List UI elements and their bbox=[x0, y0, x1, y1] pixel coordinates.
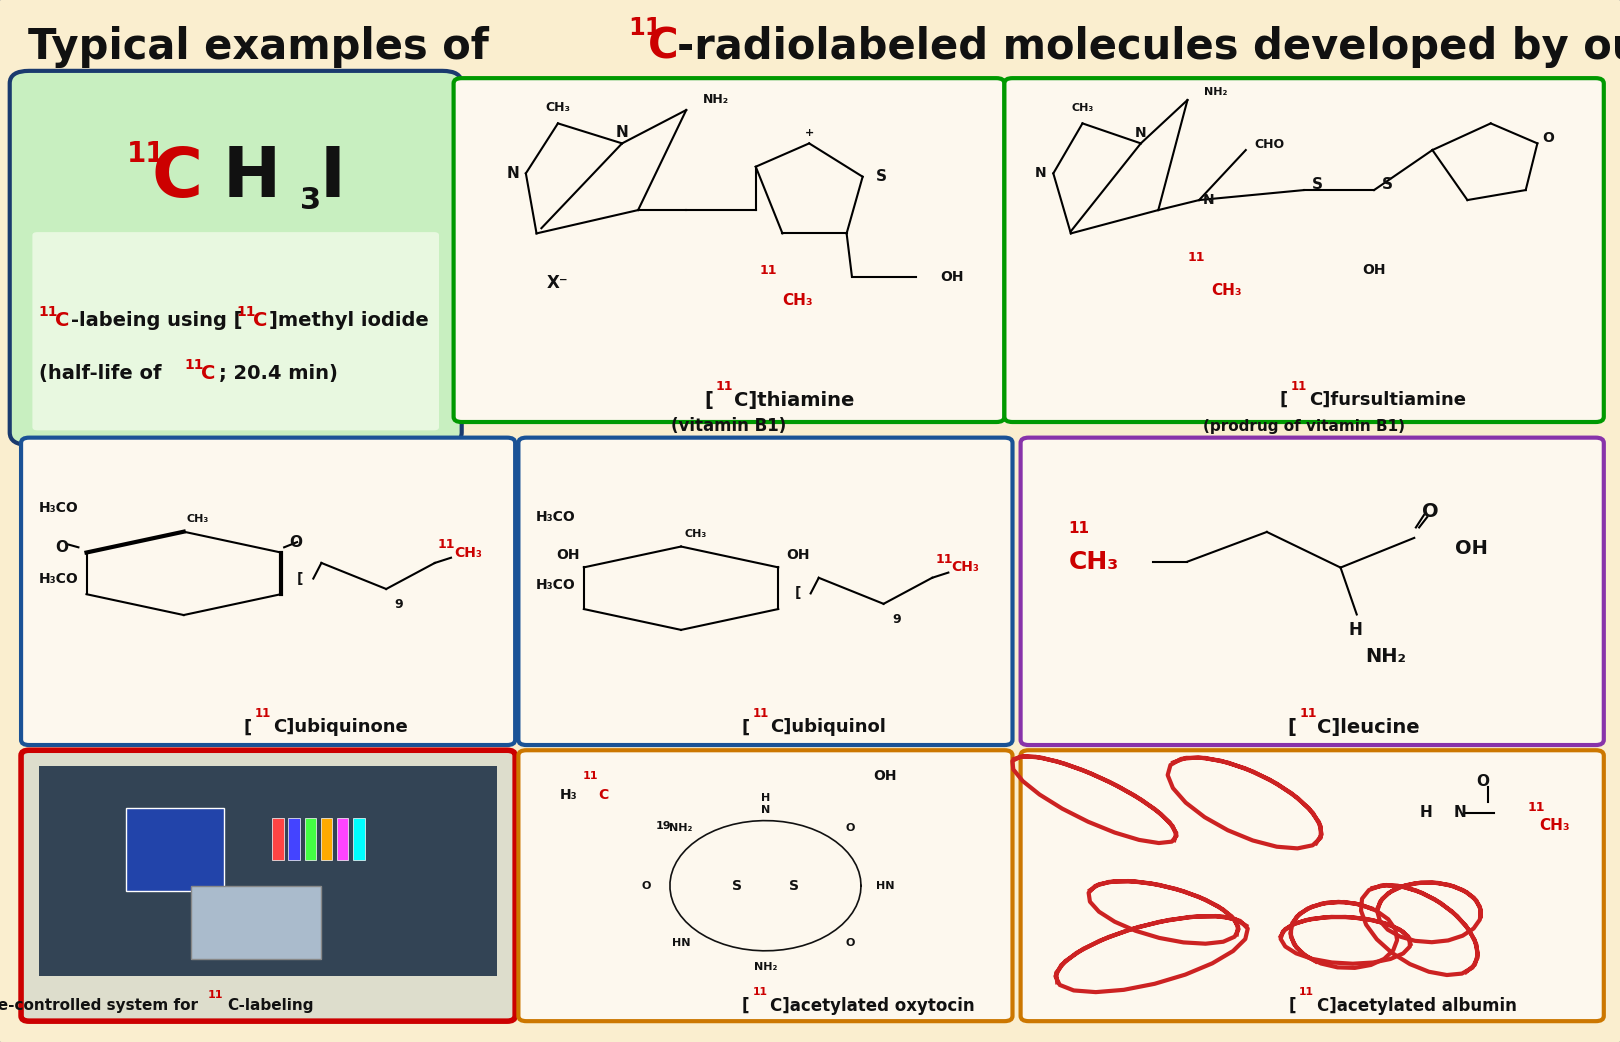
Bar bbox=[288, 818, 300, 860]
Text: 11: 11 bbox=[39, 305, 58, 320]
Text: [: [ bbox=[742, 996, 748, 1015]
Text: [: [ bbox=[296, 572, 303, 586]
Text: S: S bbox=[1312, 177, 1324, 193]
Text: H₃CO: H₃CO bbox=[536, 511, 575, 524]
FancyBboxPatch shape bbox=[10, 71, 462, 445]
Text: 11: 11 bbox=[629, 16, 663, 41]
FancyBboxPatch shape bbox=[1021, 438, 1604, 745]
Text: 11: 11 bbox=[752, 708, 770, 720]
Text: 19: 19 bbox=[656, 821, 671, 830]
Text: C]ubiquinol: C]ubiquinol bbox=[771, 718, 886, 737]
Text: CH₃: CH₃ bbox=[1071, 103, 1094, 113]
Text: Remote-controlled system for: Remote-controlled system for bbox=[0, 998, 202, 1013]
Bar bbox=[272, 818, 284, 860]
Text: O: O bbox=[55, 540, 68, 554]
FancyBboxPatch shape bbox=[21, 750, 515, 1021]
Text: [: [ bbox=[243, 718, 251, 737]
Bar bbox=[191, 886, 321, 959]
FancyBboxPatch shape bbox=[518, 438, 1012, 745]
Text: ]methyl iodide: ]methyl iodide bbox=[269, 312, 429, 330]
Bar bbox=[305, 818, 316, 860]
Text: [: [ bbox=[794, 587, 800, 600]
Text: 11: 11 bbox=[254, 708, 272, 720]
Text: O: O bbox=[846, 938, 855, 948]
Text: ; 20.4 min): ; 20.4 min) bbox=[219, 364, 337, 382]
Text: O: O bbox=[1476, 774, 1489, 789]
Text: 11: 11 bbox=[716, 380, 734, 393]
Text: C: C bbox=[648, 26, 679, 68]
Text: [: [ bbox=[1280, 391, 1288, 410]
Text: NH₂: NH₂ bbox=[703, 93, 729, 106]
Text: CH₃: CH₃ bbox=[951, 561, 980, 574]
Text: OH: OH bbox=[786, 548, 810, 562]
Bar bbox=[39, 766, 497, 976]
Text: 3: 3 bbox=[300, 187, 321, 215]
Text: CH₃: CH₃ bbox=[546, 101, 570, 115]
FancyBboxPatch shape bbox=[32, 232, 439, 430]
Text: CHO: CHO bbox=[1254, 139, 1285, 151]
Text: O: O bbox=[1422, 502, 1439, 521]
Text: OH: OH bbox=[940, 270, 964, 283]
Text: HN: HN bbox=[672, 938, 690, 948]
Text: CH₃: CH₃ bbox=[684, 529, 706, 539]
Text: CH₃: CH₃ bbox=[1210, 282, 1241, 298]
Text: 11: 11 bbox=[760, 265, 778, 277]
Text: H₃CO: H₃CO bbox=[39, 572, 78, 587]
Text: (half-life of: (half-life of bbox=[39, 364, 168, 382]
Text: OH: OH bbox=[556, 548, 580, 562]
Text: -labeing using [: -labeing using [ bbox=[71, 312, 243, 330]
Text: S: S bbox=[875, 169, 886, 184]
Text: 11: 11 bbox=[935, 552, 953, 566]
Text: O: O bbox=[1542, 131, 1554, 145]
Text: 11: 11 bbox=[583, 771, 598, 782]
FancyBboxPatch shape bbox=[21, 438, 515, 745]
Text: O: O bbox=[642, 880, 651, 891]
Text: N: N bbox=[1136, 126, 1147, 140]
Text: CH₃: CH₃ bbox=[1539, 818, 1570, 834]
Text: [: [ bbox=[1288, 718, 1296, 737]
Text: C: C bbox=[201, 364, 215, 382]
Text: NH₂: NH₂ bbox=[1364, 647, 1406, 666]
Text: [: [ bbox=[1288, 996, 1296, 1015]
Text: -radiolabeled molecules developed by our laboratory: -radiolabeled molecules developed by our… bbox=[677, 26, 1620, 68]
Text: C: C bbox=[152, 144, 202, 212]
Text: CH₃: CH₃ bbox=[1068, 549, 1119, 574]
Text: H₃CO: H₃CO bbox=[536, 578, 575, 593]
Text: 11: 11 bbox=[128, 140, 165, 168]
FancyBboxPatch shape bbox=[454, 78, 1004, 422]
Text: C: C bbox=[253, 312, 267, 330]
Text: NH₂: NH₂ bbox=[1204, 86, 1226, 97]
Text: 11: 11 bbox=[1299, 987, 1314, 997]
Text: O: O bbox=[288, 535, 301, 549]
Text: 11: 11 bbox=[185, 357, 204, 372]
Text: S: S bbox=[1382, 177, 1393, 193]
Text: C]fursultiamine: C]fursultiamine bbox=[1309, 391, 1466, 410]
Text: 11: 11 bbox=[207, 990, 224, 1000]
Text: Typical examples of: Typical examples of bbox=[28, 26, 502, 68]
Text: 11: 11 bbox=[752, 987, 768, 997]
Text: N: N bbox=[1202, 193, 1213, 207]
Text: +: + bbox=[805, 128, 813, 138]
Text: H₃CO: H₃CO bbox=[39, 501, 78, 515]
Text: OH: OH bbox=[1455, 539, 1487, 557]
Text: C]ubiquinone: C]ubiquinone bbox=[272, 718, 408, 737]
Text: C]thiamine: C]thiamine bbox=[734, 391, 854, 410]
Text: H: H bbox=[1419, 805, 1432, 820]
Text: 11: 11 bbox=[237, 305, 256, 320]
Text: (prodrug of vitamin B1): (prodrug of vitamin B1) bbox=[1204, 419, 1405, 433]
Text: 11: 11 bbox=[1187, 251, 1205, 264]
Text: OH: OH bbox=[1362, 263, 1387, 277]
Text: C: C bbox=[55, 312, 70, 330]
Text: OH: OH bbox=[873, 769, 897, 784]
Text: 11: 11 bbox=[1068, 521, 1089, 536]
Text: C-labeling: C-labeling bbox=[227, 998, 314, 1013]
Text: H: H bbox=[224, 144, 280, 212]
Text: H₃: H₃ bbox=[561, 788, 578, 801]
Text: S: S bbox=[732, 878, 742, 893]
Text: C]acetylated oxytocin: C]acetylated oxytocin bbox=[771, 996, 975, 1015]
Text: 11: 11 bbox=[1528, 801, 1545, 814]
Bar bbox=[321, 818, 332, 860]
Text: X⁻: X⁻ bbox=[548, 274, 569, 293]
Text: N: N bbox=[1453, 805, 1466, 820]
